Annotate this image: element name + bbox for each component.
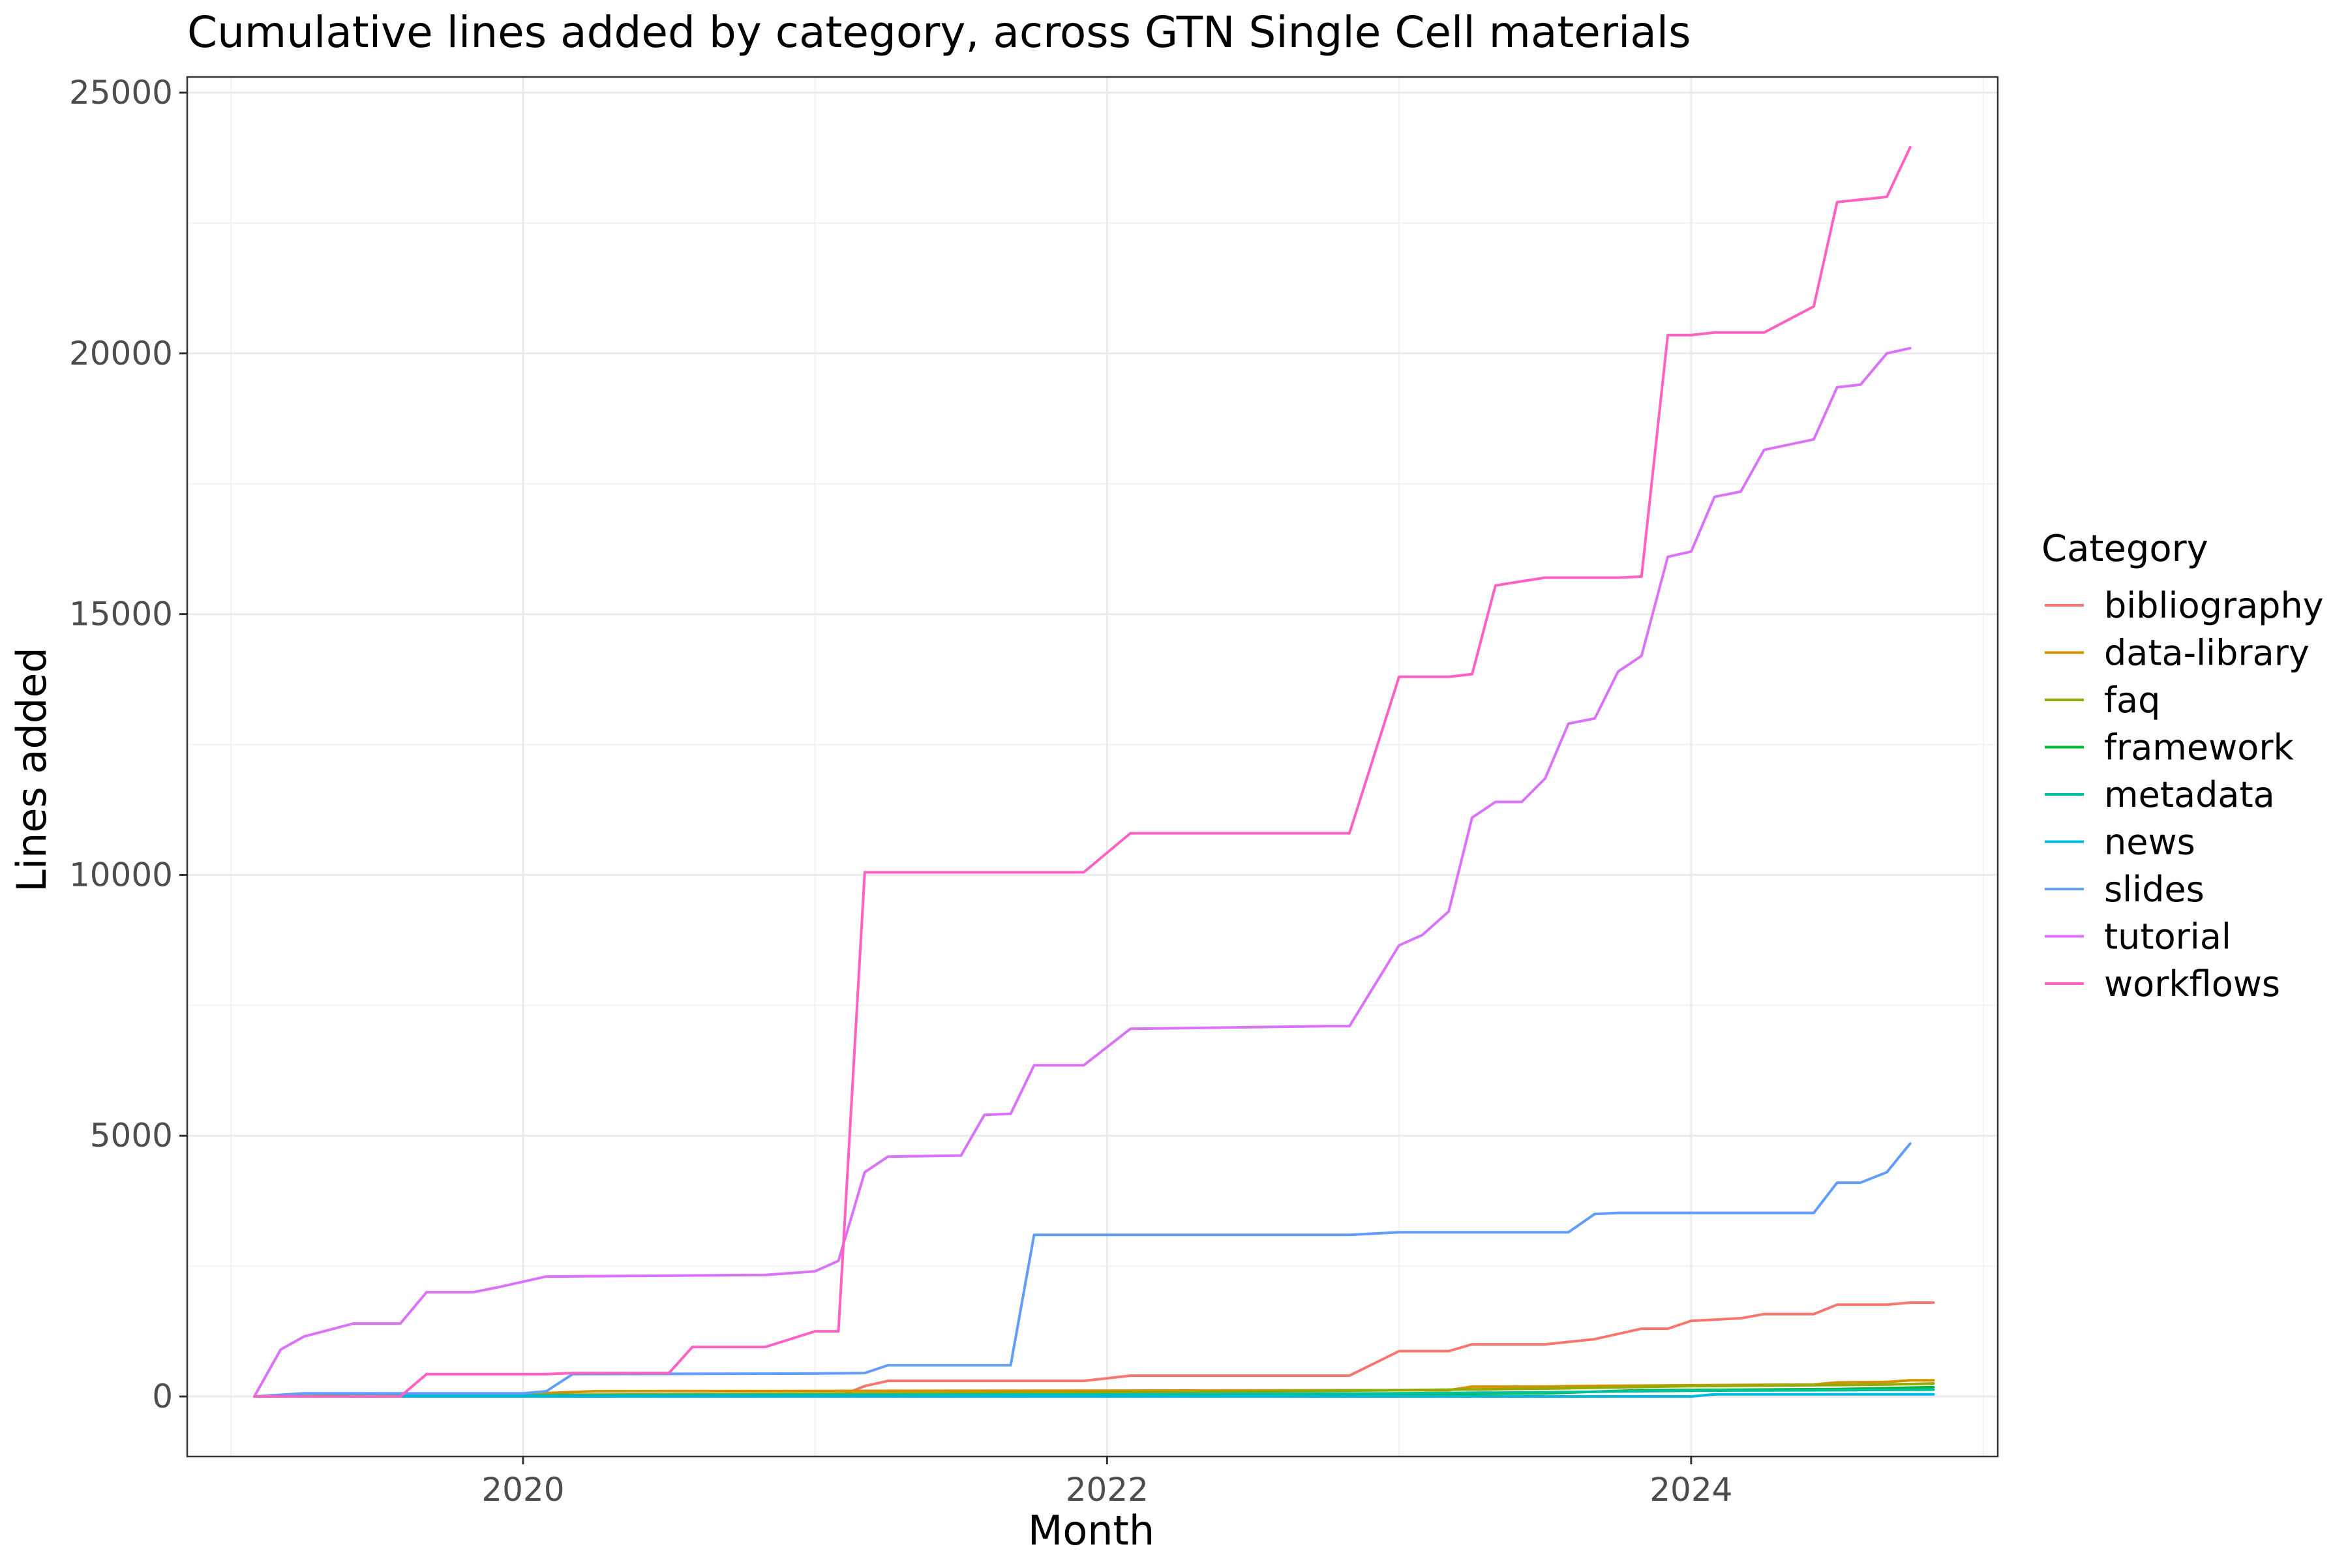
x-tick-label: 2020 bbox=[481, 1471, 564, 1509]
y-tick-label: 10000 bbox=[69, 856, 173, 894]
legend-label: news bbox=[2104, 822, 2195, 863]
y-tick-label: 0 bbox=[152, 1378, 173, 1415]
legend-item-metadata: metadata bbox=[2045, 774, 2275, 815]
legend-item-bibliography: bibliography bbox=[2045, 585, 2324, 626]
series-line-workflows bbox=[253, 145, 1912, 1398]
major-gridlines bbox=[187, 77, 1998, 1456]
legend-label: framework bbox=[2104, 727, 2295, 768]
series-line-bibliography bbox=[253, 1301, 1935, 1398]
chart-title: Cumulative lines added by category, acro… bbox=[187, 7, 1691, 57]
legend: Category bibliography data-library faq fram… bbox=[2041, 528, 2324, 1004]
legend-label: faq bbox=[2104, 680, 2160, 721]
series-line-data-library bbox=[253, 1379, 1935, 1398]
legend-label: workflows bbox=[2104, 963, 2280, 1004]
minor-gridlines bbox=[187, 77, 1998, 1456]
legend-item-tutorial: tutorial bbox=[2045, 916, 2231, 957]
series-line-slides bbox=[253, 1142, 1912, 1398]
legend-title: Category bbox=[2041, 528, 2208, 570]
y-axis-title: Lines added bbox=[8, 647, 55, 892]
x-axis: 2020 2022 2024 bbox=[481, 1456, 1732, 1509]
legend-label: bibliography bbox=[2104, 585, 2324, 626]
legend-label: tutorial bbox=[2104, 916, 2231, 957]
y-tick-label: 15000 bbox=[69, 596, 173, 633]
legend-items: bibliography data-library faq framework meta… bbox=[2045, 585, 2324, 1004]
legend-item-faq: faq bbox=[2045, 680, 2160, 721]
y-tick-label: 5000 bbox=[90, 1117, 173, 1154]
legend-label: slides bbox=[2104, 869, 2205, 910]
legend-label: metadata bbox=[2104, 774, 2275, 815]
legend-label: data-library bbox=[2104, 633, 2310, 674]
x-tick-label: 2022 bbox=[1066, 1471, 1149, 1509]
y-axis: 0 5000 10000 15000 20000 25000 bbox=[69, 74, 187, 1415]
y-tick-label: 20000 bbox=[69, 335, 173, 372]
legend-item-slides: slides bbox=[2045, 869, 2205, 910]
legend-item-framework: framework bbox=[2045, 727, 2295, 768]
series-lines bbox=[253, 145, 1935, 1398]
legend-item-news: news bbox=[2045, 822, 2195, 863]
plot-panel-border bbox=[186, 76, 1999, 1458]
series-line-news bbox=[253, 1393, 1935, 1398]
x-axis-title: Month bbox=[1028, 1507, 1154, 1554]
legend-item-data-library: data-library bbox=[2045, 633, 2310, 674]
y-tick-label: 25000 bbox=[69, 74, 173, 112]
x-tick-label: 2024 bbox=[1649, 1471, 1732, 1509]
series-line-tutorial bbox=[253, 346, 1912, 1398]
legend-item-workflows: workflows bbox=[2045, 963, 2280, 1004]
